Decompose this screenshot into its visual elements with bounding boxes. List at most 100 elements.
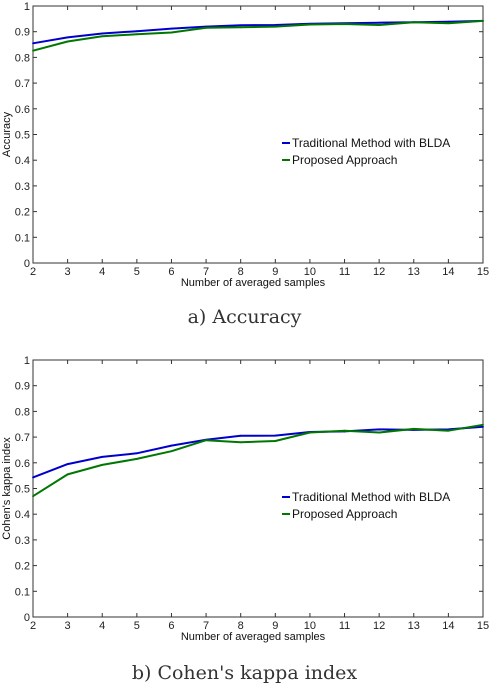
y-axis-label: Cohen's kappa index (1, 437, 13, 540)
data-point-0 (66, 463, 69, 465)
series-line-1 (32, 423, 484, 498)
x-tick-label: 5 (134, 620, 140, 632)
data-point-1 (412, 427, 415, 430)
data-point-0 (274, 24, 277, 26)
data-point-1 (135, 33, 138, 36)
data-point-1 (101, 35, 104, 38)
y-axis-label: Accuracy (1, 111, 13, 157)
data-point-0 (135, 452, 138, 455)
data-point-0 (378, 428, 381, 431)
data-point-1 (309, 23, 311, 26)
x-tick-label: 3 (65, 266, 71, 278)
y-tick-label: 0.9 (15, 381, 30, 393)
x-tick-label: 15 (477, 620, 489, 632)
data-point-0 (239, 434, 242, 437)
y-tick-label: 0.7 (15, 78, 30, 90)
data-point-0 (447, 20, 450, 23)
y-tick-label: 0.8 (15, 406, 30, 418)
x-axis-label: Number of averaged samples (181, 631, 326, 643)
data-point-0 (66, 36, 69, 39)
y-tick-label: 0.7 (15, 432, 30, 444)
x-tick-label: 3 (65, 620, 71, 632)
data-point-0 (32, 42, 34, 45)
accuracy-caption: a) Accuracy (187, 306, 302, 328)
plot-frame (32, 5, 484, 264)
data-point-1 (205, 439, 207, 442)
kappa-caption: b) Cohen's kappa index (131, 662, 358, 684)
data-point-1 (239, 26, 242, 29)
y-tick-label: 0.2 (15, 561, 30, 573)
y-tick-label: 0.6 (15, 458, 30, 470)
data-point-1 (343, 429, 346, 432)
data-point-1 (32, 49, 34, 52)
data-point-1 (447, 22, 450, 25)
x-tick-label: 10 (304, 266, 316, 278)
y-tick-label: 0.5 (15, 130, 30, 142)
y-tick-label: 0 (24, 258, 30, 270)
legend-label-0: Traditional Method with BLDA (292, 490, 450, 504)
y-tick-label: 0.1 (15, 232, 30, 244)
x-tick-label: 15 (477, 266, 489, 278)
data-point-1 (309, 431, 311, 434)
y-tick-label: 1 (24, 1, 30, 13)
data-point-0 (101, 455, 104, 458)
x-tick-label: 10 (304, 620, 316, 632)
data-point-1 (170, 31, 173, 34)
data-point-1 (447, 429, 450, 432)
y-tick-label: 0.3 (15, 535, 30, 547)
y-tick-label: 0.2 (15, 207, 30, 219)
data-point-1 (482, 20, 484, 22)
kappa-panel: 0 0.1 0.2 0.3 0.4 0.5 0.6 0.7 0.8 0.9 1 2 3 4 5 6 7 8 9 10 1… (0, 354, 489, 684)
x-tick-label: 13 (408, 620, 420, 632)
x-tick-label: 12 (373, 266, 385, 278)
data-point-0 (32, 476, 34, 479)
x-tick-label: 14 (442, 266, 454, 278)
data-point-1 (135, 458, 138, 460)
x-tick-label: 8 (238, 266, 244, 278)
y-tick-label: 0.3 (15, 181, 30, 193)
data-point-0 (274, 434, 277, 437)
x-tick-label: 7 (203, 266, 209, 278)
x-tick-label: 13 (408, 266, 420, 278)
x-tick-label: 12 (373, 620, 385, 632)
x-tick-label: 5 (134, 266, 140, 278)
accuracy-chart: 00.10.20.30.40.50.60.70.80.912 3 4 5 6 7 8 9 10 1… (1, 1, 489, 289)
data-point-0 (239, 24, 242, 27)
y-tick-label: 0.4 (15, 155, 30, 167)
x-tick-label: 2 (30, 620, 36, 632)
legend-label-0: Traditional Method with BLDA (292, 136, 450, 150)
data-point-0 (170, 444, 173, 447)
series-line-1 (32, 19, 484, 52)
data-point-0 (170, 27, 173, 30)
data-point-1 (32, 495, 34, 498)
data-point-1 (274, 25, 277, 28)
legend-label-1: Proposed Approach (292, 153, 397, 167)
data-point-1 (274, 440, 277, 442)
data-point-1 (205, 26, 207, 29)
data-point-1 (412, 21, 415, 24)
x-tick-label: 4 (99, 266, 105, 278)
x-tick-label: 9 (272, 266, 278, 278)
y-tick-label: 0.1 (15, 586, 30, 598)
plot-frame (32, 359, 484, 618)
y-tick-label: 1 (24, 355, 30, 367)
data-point-1 (343, 23, 346, 25)
data-point-1 (378, 24, 381, 26)
data-point-1 (482, 423, 484, 426)
legend-label-1: Proposed Approach (292, 507, 397, 521)
x-axis-label: Number of averaged samples (181, 277, 326, 289)
x-tick-label: 6 (168, 266, 174, 278)
data-point-0 (135, 30, 138, 33)
data-point-1 (170, 450, 173, 453)
y-tick-label: 0.6 (15, 104, 30, 116)
x-tick-label: 14 (442, 620, 454, 632)
data-point-0 (101, 32, 104, 35)
x-tick-label: 2 (30, 266, 36, 278)
kappa-chart: 00.10.20.30.40.50.60.70.80.912 3 4 5 6 7 8 9 10 1… (1, 355, 489, 643)
data-point-0 (378, 21, 381, 24)
x-tick-label: 11 (339, 620, 350, 632)
x-tick-label: 4 (99, 620, 105, 632)
y-tick-label: 0.9 (15, 27, 30, 39)
x-tick-label: 6 (168, 620, 174, 632)
data-point-0 (482, 425, 484, 428)
